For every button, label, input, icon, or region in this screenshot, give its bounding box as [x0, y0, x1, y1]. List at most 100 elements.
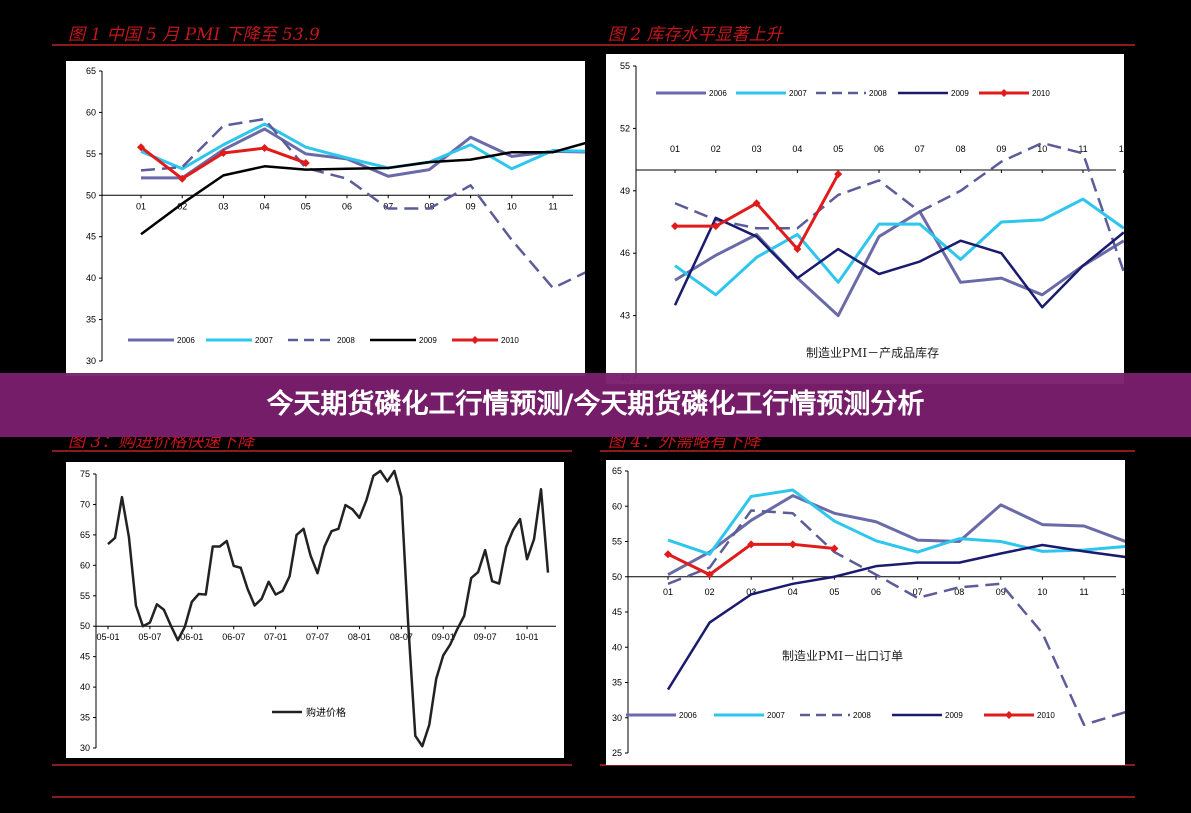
footer-rule: [52, 796, 1135, 798]
y-tick-label: 46: [620, 248, 630, 258]
legend-label-2010: 2010: [1032, 89, 1050, 98]
series-line-2007: [674, 197, 1124, 297]
series-point-2010: [788, 540, 797, 549]
legend-label-2010: 2010: [1037, 711, 1055, 720]
y-tick-label: 35: [612, 678, 622, 688]
x-tick-label: 05: [829, 587, 839, 597]
series-point-2010: [137, 143, 145, 152]
chart-annotation: 制造业PMI－出口订单: [782, 649, 903, 663]
x-tick-label: 09: [996, 587, 1006, 597]
y-tick-label: 45: [80, 652, 90, 662]
legend-label-2006: 2006: [709, 89, 727, 98]
x-tick-label: 04: [260, 201, 270, 211]
x-tick-label: 07: [913, 587, 923, 597]
y-tick-label: 55: [612, 537, 622, 547]
x-tick-label: 04: [788, 587, 798, 597]
figure-2-caption: 图 2 库存水平显著上升: [608, 25, 783, 45]
series-line-2007: [667, 488, 1125, 556]
x-tick-label: 12: [1121, 587, 1125, 597]
series-point-2010: [178, 174, 187, 183]
x-tick-label: 06-01: [180, 632, 203, 642]
chart-1-panel: 3035404550556065010203040506070809101112…: [66, 61, 585, 376]
y-tick-label: 70: [80, 499, 90, 509]
series-point-2010: [793, 245, 802, 254]
x-tick-label: 06: [342, 201, 352, 211]
series-line-2008: [674, 141, 1124, 273]
series-point-2010: [301, 158, 310, 167]
x-tick-label: 06: [871, 587, 881, 597]
y-tick-label: 55: [86, 149, 96, 159]
x-tick-label: 06-07: [222, 632, 245, 642]
x-tick-label: 09-01: [432, 632, 455, 642]
chart-3-purchase-price: 30 35 40 45 50 55 60 65 70 75 05-01 05-07 06-01 06-07…: [80, 469, 556, 753]
x-tick-label: 02: [705, 587, 715, 597]
y-tick-label: 65: [80, 530, 90, 540]
x-tick-label: 03: [746, 587, 756, 597]
chart-3-panel: 30 35 40 45 50 55 60 65 70 75 05-01 05-07 06-01 06-07…: [66, 462, 564, 758]
x-tick-label: 08: [956, 144, 966, 154]
y-tick-label: 25: [612, 748, 622, 758]
chart-1-pmi: 3035404550556065010203040506070809101112…: [86, 66, 585, 366]
x-tick-label: 07-01: [264, 632, 287, 642]
y-tick-label: 30: [612, 713, 622, 723]
y-tick-label: 65: [612, 466, 622, 476]
legend-label-2008: 2008: [853, 711, 871, 720]
chart-4-panel: 25 30 35 40 45 50 55 60 65 01 02 03 04 05 06 07 08 09 10 11…: [606, 460, 1125, 765]
y-tick-label: 60: [612, 501, 622, 511]
y-tick-label: 40: [612, 642, 622, 652]
series-line-2009: [673, 216, 1124, 309]
x-tick-label: 11: [548, 201, 557, 211]
left-bottom-rule: [52, 764, 572, 766]
legend-label-2008: 2008: [869, 89, 887, 98]
y-tick-label: 55: [620, 61, 630, 71]
figure-4-caption: 图 4：外需略有下降: [608, 432, 761, 452]
banner-title: 今天期货磷化工行情预测/今天期货磷化工行情预测分析: [266, 389, 925, 420]
y-tick-label: 40: [80, 682, 90, 692]
y-tick-label: 52: [620, 123, 630, 133]
x-tick-label: 08-07: [390, 632, 413, 642]
legend-label-2006: 2006: [177, 336, 195, 345]
series-point-2010: [830, 544, 839, 553]
y-tick-label: 50: [80, 621, 90, 631]
y-tick-label: 50: [86, 190, 96, 200]
x-tick-label: 07: [383, 201, 393, 211]
legend-label-purchase-price: 购进价格: [306, 706, 346, 719]
y-tick-label: 65: [86, 66, 96, 76]
x-tick-label: 02: [177, 201, 187, 211]
legend-label-2007: 2007: [255, 336, 273, 345]
x-tick-label: 01: [663, 587, 673, 597]
series-point-2010: [671, 222, 679, 231]
figure-1-caption: 图 1 中国 5 月 PMI 下降至 53.9: [68, 25, 320, 45]
legend-label-2008: 2008: [337, 336, 355, 345]
legend-label-2009: 2009: [419, 336, 437, 345]
series-point-2010: [752, 199, 761, 208]
figure-3-caption: 图 3：购进价格快速下降: [68, 432, 255, 452]
x-tick-label: 04: [792, 144, 802, 154]
series-point-2010: [705, 570, 714, 579]
legend-label-2007: 2007: [767, 711, 785, 720]
y-tick-label: 30: [86, 356, 96, 366]
y-tick-label: 60: [86, 107, 96, 117]
legend-label-2010: 2010: [501, 336, 519, 345]
header-rule: [52, 44, 1135, 46]
series-point-2010: [219, 149, 228, 158]
x-tick-label: 07-07: [306, 632, 329, 642]
series-line-2008: [140, 117, 585, 290]
legend-label-2006: 2006: [679, 711, 697, 720]
series-line-2008: [667, 509, 1125, 727]
y-tick-label: 35: [80, 713, 90, 723]
x-tick-label: 09: [996, 144, 1006, 154]
left-mid-rule: [52, 450, 572, 452]
x-tick-label: 05: [833, 144, 843, 154]
x-tick-label: 08: [424, 201, 434, 211]
x-tick-label: 08: [954, 587, 964, 597]
legend-label-2009: 2009: [951, 89, 969, 98]
x-tick-label: 01: [670, 144, 680, 154]
legend-marker-2010: [1000, 89, 1008, 97]
x-tick-label: 05-01: [96, 632, 119, 642]
series-point-2010: [260, 144, 269, 153]
x-tick-label: 03: [218, 201, 228, 211]
y-tick-label: 49: [620, 186, 630, 196]
legend-label-2009: 2009: [945, 711, 963, 720]
y-tick-label: 45: [612, 607, 622, 617]
